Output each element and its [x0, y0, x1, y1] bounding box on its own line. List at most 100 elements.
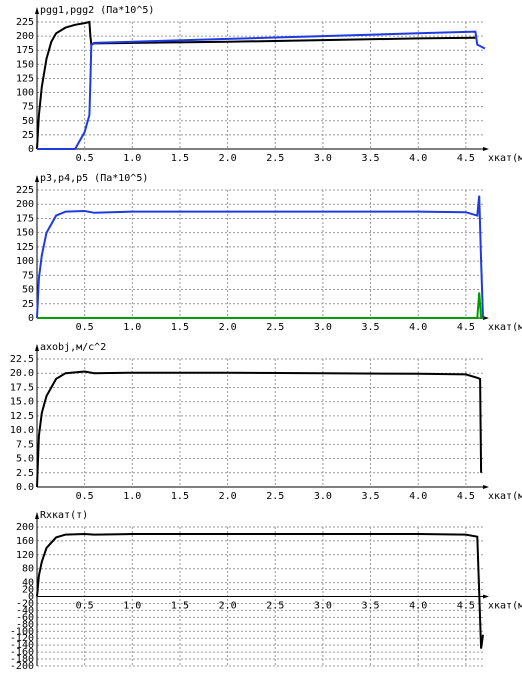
x-tick-label: 4.0 — [409, 601, 427, 612]
line-series — [37, 30, 486, 150]
y-axis-title: Rxкат(т) — [40, 510, 88, 521]
y-tick-label: 225 — [16, 185, 34, 196]
y-tick-label: 17.5 — [10, 382, 34, 393]
y-tick-label: 50 — [22, 285, 34, 296]
line-series — [36, 370, 483, 488]
x-tick-label: 2.5 — [266, 153, 284, 164]
x-axis-title: xкат(м) — [488, 601, 522, 612]
x-tick-label: 4.0 — [409, 491, 427, 502]
y-axis-arrow — [35, 175, 39, 182]
x-tick-label: 3.0 — [314, 601, 332, 612]
y-axis-arrow — [35, 344, 39, 351]
y-tick-label: -200 — [10, 661, 34, 672]
x-tick-label: 0.5 — [76, 322, 94, 333]
x-tick-label: 2.5 — [266, 322, 284, 333]
y-tick-label: 25 — [22, 299, 34, 310]
x-tick-label: 4.5 — [457, 153, 475, 164]
y-tick-label: 200 — [16, 31, 34, 42]
x-tick-label: 4.5 — [457, 491, 475, 502]
x-tick-label: 1.5 — [171, 153, 189, 164]
y-tick-label: 200 — [16, 199, 34, 210]
x-tick-label: 3.0 — [314, 491, 332, 502]
y-tick-label: 225 — [16, 17, 34, 28]
x-tick-label: 2.0 — [219, 491, 237, 502]
line-series — [37, 292, 483, 319]
x-tick-label: 3.5 — [362, 153, 380, 164]
x-tick-label: 3.0 — [314, 322, 332, 333]
y-axis-arrow — [35, 7, 39, 14]
y-axis-title: axobj,м/с^2 — [40, 342, 106, 353]
x-tick-label: 2.5 — [266, 491, 284, 502]
y-tick-label: 20 — [22, 585, 34, 596]
y-axis-arrow — [35, 512, 39, 519]
y-tick-label: 5.0 — [16, 454, 34, 465]
y-tick-label: -120 — [10, 633, 34, 644]
x-axis-title: xкат(м) — [488, 491, 522, 502]
y-tick-label: 150 — [16, 228, 34, 239]
x-tick-label: 0.5 — [76, 601, 94, 612]
x-axis-title: xкат(м) — [488, 322, 522, 333]
y-tick-label: 0 — [28, 313, 34, 324]
y-tick-label: 160 — [16, 536, 34, 547]
y-tick-label: -160 — [10, 647, 34, 658]
x-tick-label: 1.5 — [171, 322, 189, 333]
line-series — [36, 532, 484, 649]
y-tick-label: 10.0 — [10, 425, 34, 436]
y-tick-label: 40 — [22, 578, 34, 589]
y-tick-label: 7.5 — [16, 439, 34, 450]
x-tick-label: 3.5 — [362, 601, 380, 612]
y-tick-label: 100 — [16, 88, 34, 99]
x-tick-label: 4.5 — [457, 322, 475, 333]
x-tick-label: 1.5 — [171, 601, 189, 612]
y-tick-label: 50 — [22, 116, 34, 127]
y-tick-label: 120 — [16, 550, 34, 561]
line-series — [36, 20, 476, 150]
y-tick-label: 125 — [16, 242, 34, 253]
x-tick-label: 1.0 — [123, 322, 141, 333]
y-tick-label: 175 — [16, 45, 34, 56]
y-tick-label: 200 — [16, 522, 34, 533]
x-tick-label: 3.5 — [362, 322, 380, 333]
x-axis-arrow — [483, 485, 489, 489]
y-tick-label: 25 — [22, 130, 34, 141]
x-tick-label: 2.5 — [266, 601, 284, 612]
x-tick-label: 4.0 — [409, 153, 427, 164]
x-axis-title: xкат(м) — [488, 153, 522, 164]
y-tick-label: 22.5 — [10, 354, 34, 365]
y-axis-title: pgg1,pgg2 (Па*10^5) — [40, 5, 154, 16]
x-tick-label: 0.5 — [76, 491, 94, 502]
y-tick-label: 0.0 — [16, 482, 34, 493]
x-tick-label: 1.0 — [123, 153, 141, 164]
y-tick-label: 15.0 — [10, 397, 34, 408]
x-tick-label: 2.0 — [219, 153, 237, 164]
y-tick-label: 125 — [16, 73, 34, 84]
y-tick-label: -80 — [16, 619, 34, 630]
y-tick-label: 175 — [16, 213, 34, 224]
y-tick-label: -60 — [16, 612, 34, 623]
x-tick-label: 4.5 — [457, 601, 475, 612]
x-tick-label: 4.0 — [409, 322, 427, 333]
y-tick-label: -20 — [16, 598, 34, 609]
x-axis-arrow — [483, 147, 489, 151]
y-tick-label: 150 — [16, 59, 34, 70]
x-tick-label: 1.0 — [123, 601, 141, 612]
y-axis-title: p3,p4,p5 (Па*10^5) — [40, 173, 148, 184]
y-tick-label: 12.5 — [10, 411, 34, 422]
y-tick-label: -140 — [10, 640, 34, 651]
y-tick-label: -40 — [16, 605, 34, 616]
y-tick-label: 2.5 — [16, 468, 34, 479]
x-axis-arrow — [483, 316, 489, 320]
y-tick-label: 20.0 — [10, 368, 34, 379]
line-series — [36, 195, 484, 319]
y-tick-label: 75 — [22, 270, 34, 281]
x-tick-label: 1.5 — [171, 491, 189, 502]
x-tick-label: 1.0 — [123, 491, 141, 502]
y-tick-label: 0 — [28, 144, 34, 155]
y-tick-label: 100 — [16, 256, 34, 267]
y-tick-label: 80 — [22, 564, 34, 575]
y-tick-label: -180 — [10, 654, 34, 665]
y-tick-label: -100 — [10, 626, 34, 637]
y-tick-label: 75 — [22, 102, 34, 113]
x-tick-label: 2.0 — [219, 322, 237, 333]
